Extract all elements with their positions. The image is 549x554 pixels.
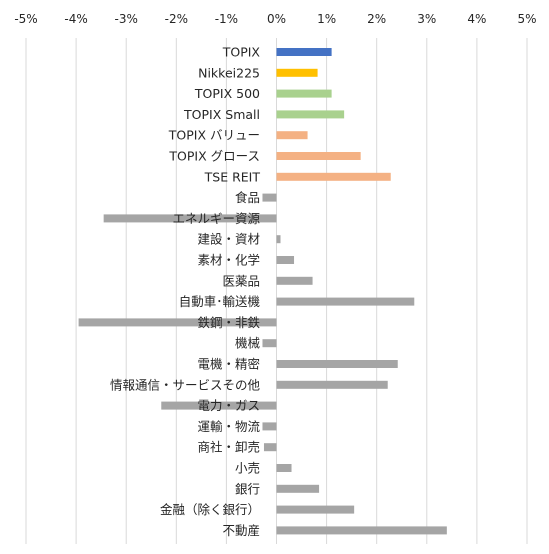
x-tick-label: 5% — [517, 12, 536, 26]
bar — [276, 110, 345, 119]
category-label: 銀行 — [235, 481, 260, 496]
category-label: TOPIX Small — [183, 107, 260, 122]
bar — [161, 401, 277, 410]
category-label: 情報通信・サービスその他 — [110, 377, 261, 392]
bar — [276, 505, 355, 514]
category-label: 商社・卸売 — [197, 440, 260, 455]
bar — [276, 526, 447, 535]
bar — [276, 172, 391, 181]
bar — [103, 214, 277, 223]
x-tick-label: 4% — [467, 12, 486, 26]
bar — [78, 318, 277, 327]
bar — [276, 297, 415, 306]
category-label: 建設・資材 — [197, 232, 260, 247]
category-label: 小売 — [235, 461, 260, 476]
bar — [262, 339, 277, 348]
category-label: 電力・ガス — [197, 398, 260, 413]
bar — [276, 256, 295, 264]
gridlines — [25, 38, 528, 544]
category-label: TOPIX — [222, 45, 261, 60]
bar — [276, 360, 398, 368]
category-label: TOPIX バリュー — [168, 128, 260, 143]
category-label: Nikkei225 — [198, 65, 260, 80]
bar — [263, 443, 277, 452]
category-label: エネルギー資源 — [172, 211, 260, 226]
x-tick-label: 2% — [367, 12, 386, 26]
bar — [276, 89, 332, 98]
bar — [276, 48, 332, 56]
category-label: 運輸・物流 — [197, 419, 260, 434]
x-tick-label: -1% — [215, 12, 238, 26]
category-label: 不動産 — [222, 523, 260, 538]
category-label: 素材・化学 — [197, 253, 260, 268]
bar — [276, 380, 388, 389]
x-tick-label: -2% — [165, 12, 188, 26]
category-label: 食品 — [235, 190, 260, 205]
bar — [276, 152, 361, 160]
category-labels: TOPIX Nikkei225 TOPIX 500 TOPIX Small TOPIX … — [110, 45, 261, 538]
bar — [276, 276, 313, 285]
category-label: TSE REIT — [204, 169, 261, 184]
bar — [276, 131, 308, 140]
bar — [262, 193, 277, 202]
x-tick-label: -3% — [115, 12, 138, 26]
bar — [276, 464, 292, 472]
bar — [276, 484, 320, 493]
category-label: 金融（除く銀行） — [160, 502, 260, 517]
x-tick-label: -4% — [64, 12, 87, 26]
bar — [276, 68, 318, 77]
category-label: 自動車･輸送機 — [179, 294, 261, 309]
x-axis-tick-labels: -5% -4% -3% -2% -1% 0% 1% 2% 3% 4% 5% — [14, 12, 536, 26]
category-label: 電機・精密 — [197, 357, 260, 372]
category-label: 機械 — [235, 336, 261, 351]
category-label: 医薬品 — [222, 273, 260, 288]
category-label: 鉄鋼・非鉄 — [197, 315, 260, 330]
category-label: TOPIX グロース — [168, 149, 260, 164]
x-tick-label: 1% — [317, 12, 336, 26]
bar — [276, 235, 281, 244]
bars — [78, 48, 447, 535]
category-label: TOPIX 500 — [194, 86, 260, 101]
x-tick-label: 3% — [417, 12, 436, 26]
bar — [262, 422, 277, 431]
x-tick-label: 0% — [267, 12, 286, 26]
x-tick-label: -5% — [14, 12, 37, 26]
